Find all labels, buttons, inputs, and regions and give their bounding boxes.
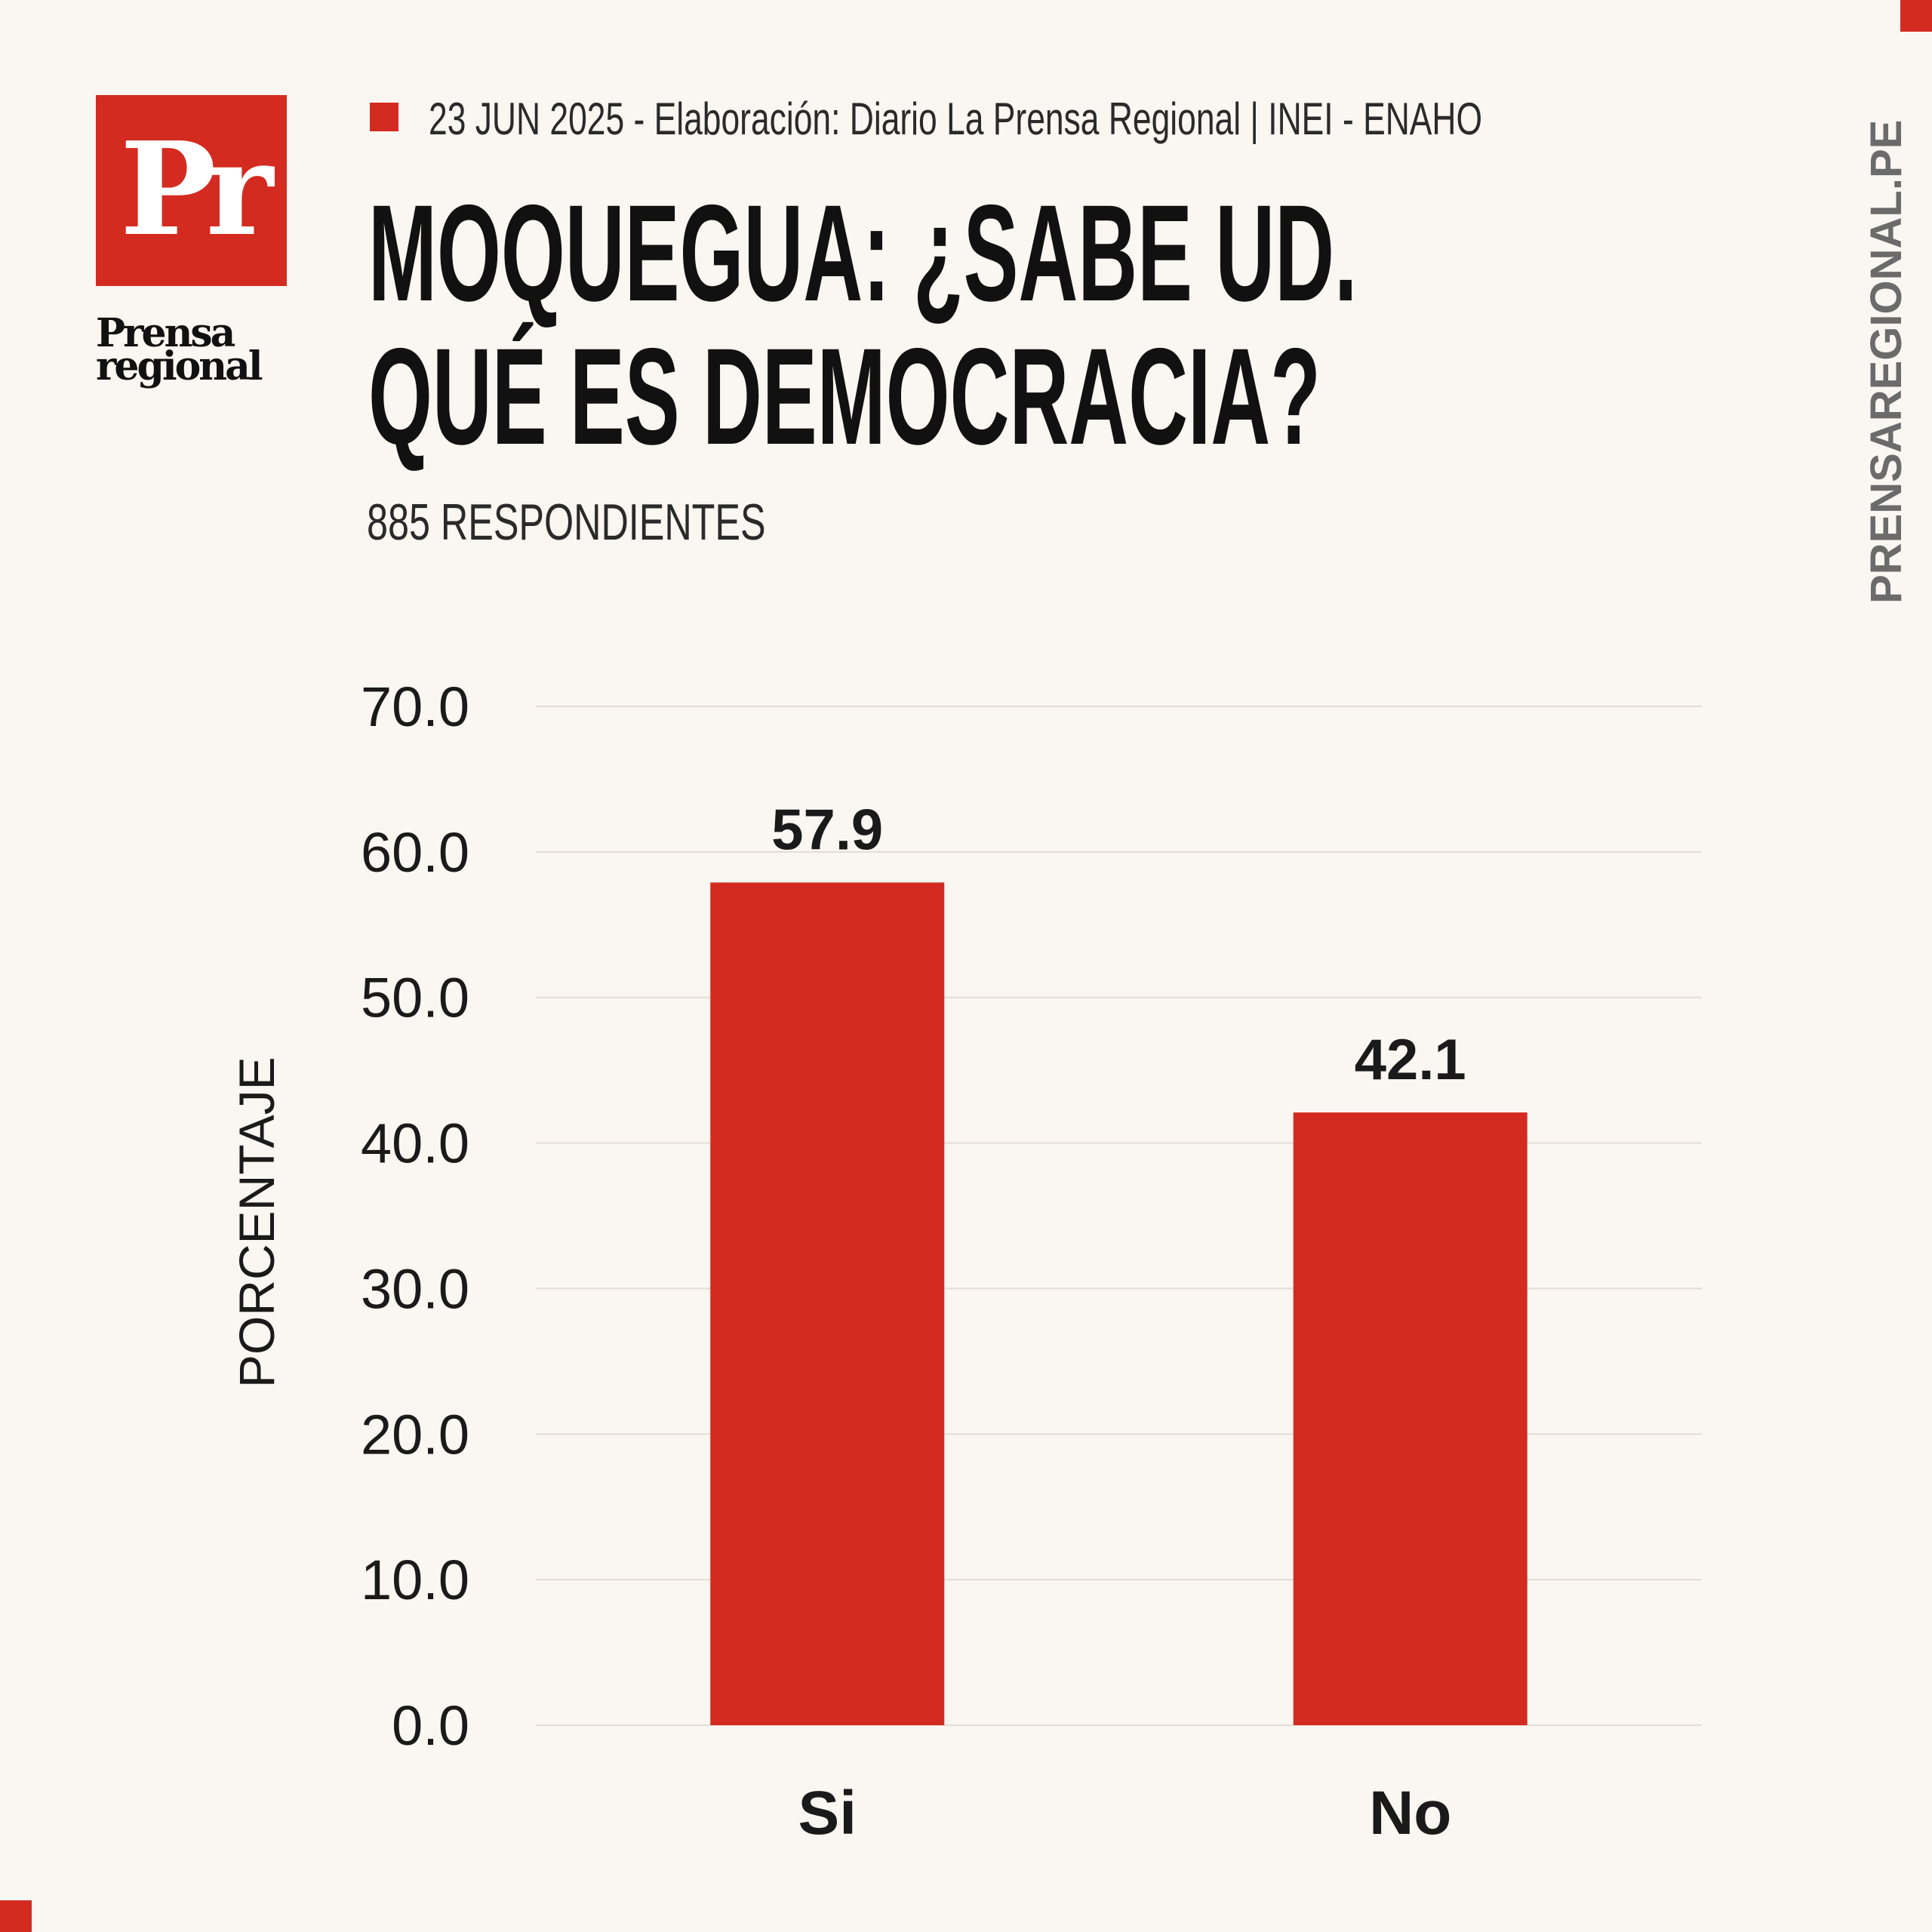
source-bullet-icon: [370, 103, 398, 131]
logo-word-prensa: Prensa: [96, 310, 235, 356]
value-label: 42.1: [1355, 1028, 1466, 1092]
y-axis-ticks: 0.0 10.0 20.0 30.0 40.0 50.0 60.0 70.0: [361, 675, 469, 1757]
x-category-label: Si: [798, 1779, 857, 1847]
y-tick-label: 10.0: [361, 1549, 469, 1611]
page-title: MOQUEGUA: ¿SABE UD. QUÉ ES DEMOCRACIA?: [368, 176, 1358, 473]
corner-accent-top-right: [1900, 0, 1932, 32]
respondents-count: 885 RESPONDIENTES: [367, 494, 766, 551]
y-tick-label: 50.0: [361, 967, 469, 1029]
brand-logo: Pr: [96, 95, 287, 286]
x-axis-categories: Si No: [798, 1779, 1452, 1847]
y-tick-label: 30.0: [361, 1257, 469, 1320]
bar-si: [710, 882, 945, 1725]
logo-mark: Pr: [119, 114, 273, 265]
corner-accent-bottom-left: [0, 1900, 32, 1932]
y-tick-label: 20.0: [361, 1403, 469, 1466]
y-tick-label: 0.0: [392, 1694, 469, 1757]
x-category-label: No: [1369, 1779, 1451, 1847]
y-tick-label: 70.0: [361, 675, 469, 738]
value-labels: 57.9 42.1: [771, 798, 1466, 1092]
logo-word-regional: regional: [96, 343, 263, 389]
logo-wordmark: Prensa regional: [96, 310, 292, 389]
y-tick-label: 40.0: [361, 1112, 469, 1175]
value-label: 57.9: [771, 798, 883, 862]
source-line: 23 JUN 2025 - Elaboración: Diario La Pre…: [429, 94, 1482, 144]
bars: [710, 882, 1527, 1725]
y-tick-label: 60.0: [361, 821, 469, 884]
bar-no: [1293, 1112, 1527, 1725]
